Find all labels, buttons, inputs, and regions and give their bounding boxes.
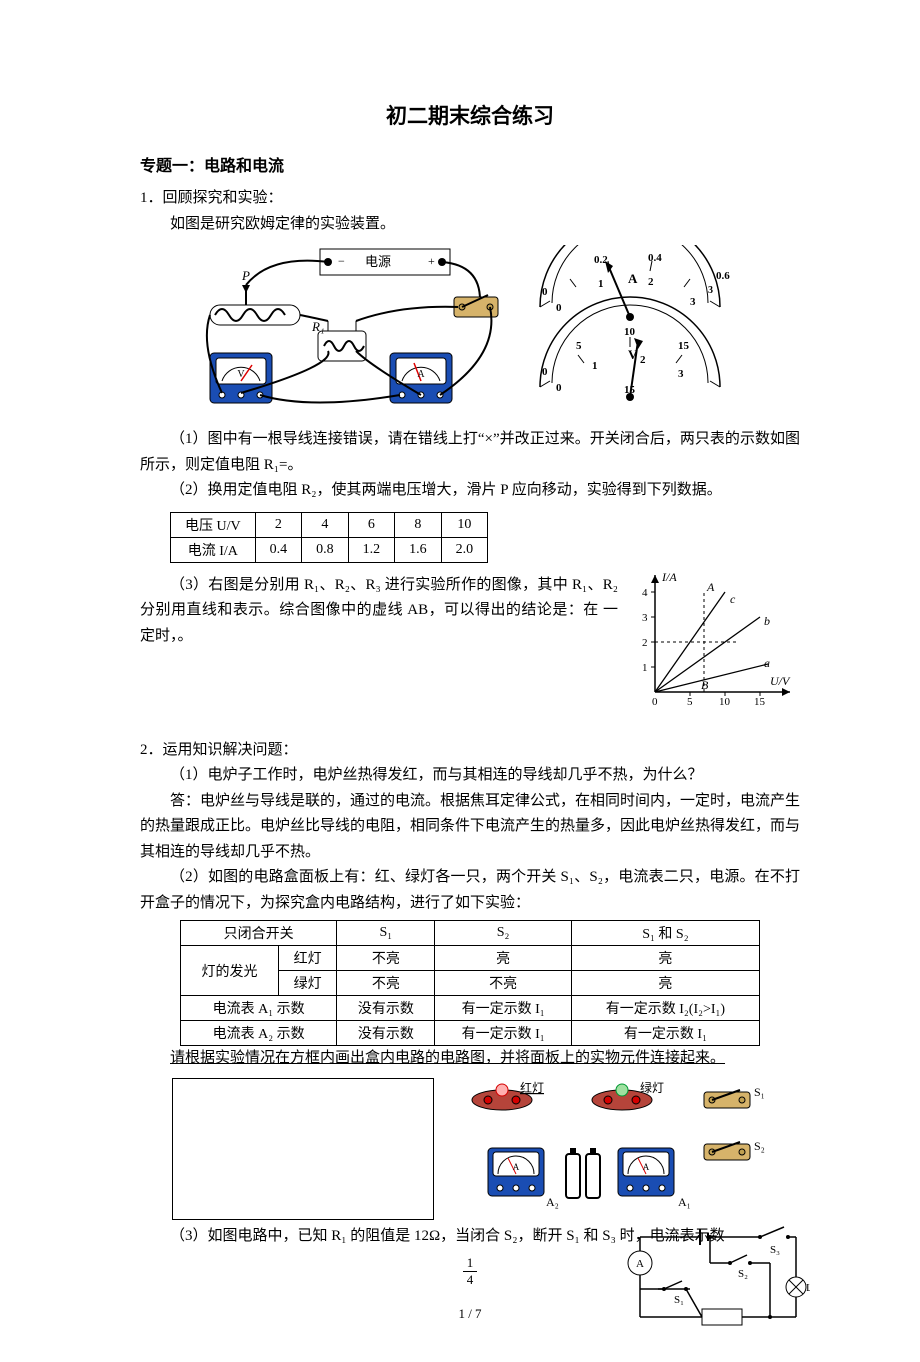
circuit-apparatus-svg: − 电源 + P R₁ bbox=[200, 245, 500, 415]
svg-text:15: 15 bbox=[754, 696, 766, 708]
components-panel: 红灯 绿灯 S₁ bbox=[458, 1078, 768, 1218]
svg-text:a: a bbox=[764, 656, 770, 670]
svg-text:S₃: S₃ bbox=[770, 1244, 780, 1256]
q2-2-instr: 请根据实验情况在方框内画出盒内电路的电路图，并将面板上的实物元件连接起来。 bbox=[140, 1046, 800, 1072]
iv-graph: 0 5 10 15 1 2 3 4 I/A U/V c b a bbox=[630, 567, 800, 722]
q1-stem: 1．回顾探究和实验： bbox=[140, 186, 800, 212]
bottom-circuit: A S₁ S₂ S₃ R₁ L bbox=[620, 1217, 810, 1332]
section-heading: 专题一：电路和电流 bbox=[140, 152, 800, 176]
svg-text:A: A bbox=[417, 369, 425, 380]
R1-label: R₁ bbox=[311, 319, 324, 334]
q1-2: （2）换用定值电阻 R₂，使其两端电压增大，滑片 P 应向移动，实验得到下列数据… bbox=[140, 478, 800, 504]
svg-text:1: 1 bbox=[598, 278, 604, 290]
svg-text:0.4: 0.4 bbox=[648, 252, 662, 264]
svg-text:A: A bbox=[628, 271, 638, 286]
svg-text:R₁: R₁ bbox=[717, 1326, 729, 1327]
svg-text:0.6 3: 0.6 3 bbox=[426, 407, 441, 415]
svg-text:S₂: S₂ bbox=[754, 1139, 765, 1153]
power-label: 电源 bbox=[365, 254, 391, 269]
svg-text:S₁: S₁ bbox=[754, 1085, 765, 1099]
minus-label: − bbox=[338, 254, 345, 268]
q2-stem: 2．运用知识解决问题： bbox=[140, 738, 800, 764]
table-row: 电流 I/A 0.4 0.8 1.2 1.6 2.0 bbox=[171, 537, 488, 562]
svg-text:3: 3 bbox=[690, 296, 696, 308]
svg-text:5: 5 bbox=[687, 696, 693, 708]
svg-text:c: c bbox=[730, 592, 736, 606]
svg-text:V: V bbox=[237, 369, 245, 380]
circuit-drawing-box bbox=[172, 1078, 434, 1220]
q1-line2: 如图是研究欧姆定律的实验装置。 bbox=[140, 212, 800, 238]
svg-text:4: 4 bbox=[642, 587, 648, 599]
svg-text:A: A bbox=[706, 580, 715, 594]
svg-text:2: 2 bbox=[640, 354, 646, 366]
svg-text:5: 5 bbox=[576, 340, 582, 352]
row2-label: 电流 I/A bbox=[171, 537, 256, 562]
table-row: 灯的发光 红灯 不亮 亮 亮 bbox=[181, 946, 760, 971]
plus-label: + bbox=[428, 254, 435, 268]
svg-text:A: A bbox=[636, 1258, 644, 1270]
svg-text:0.6: 0.6 bbox=[716, 270, 730, 282]
svg-text:L: L bbox=[806, 1282, 810, 1294]
svg-text:1: 1 bbox=[642, 662, 648, 674]
q2-2: （2）如图的电路盒面板上有：红、绿灯各一只，两个开关 S₁、S₂，电流表二只，电… bbox=[140, 865, 800, 916]
svg-text:0: 0 bbox=[556, 302, 562, 314]
svg-text:1: 1 bbox=[592, 360, 598, 372]
row1-label: 电压 U/V bbox=[171, 512, 256, 537]
table-row: 电流表 A₂ 示数 没有示数 有一定示数 I₁ 有一定示数 I₁ bbox=[181, 1021, 760, 1046]
svg-text:b: b bbox=[764, 614, 770, 628]
svg-text:3: 3 bbox=[642, 612, 648, 624]
svg-text:2: 2 bbox=[648, 276, 654, 288]
svg-text:A₂: A₂ bbox=[546, 1195, 559, 1209]
svg-text:− 0.6 3: − 0.6 3 bbox=[392, 407, 412, 415]
svg-text:I/A: I/A bbox=[661, 570, 677, 584]
table-row: 只闭合开关 S₁ S₂ S₁ 和 S₂ bbox=[181, 921, 760, 946]
meter-dials-svg: 0 0.2 0.4 3 0 1 2 3 0.6 A bbox=[520, 245, 740, 405]
voltage-current-table: 电压 U/V 2 4 6 8 10 电流 I/A 0.4 0.8 1.2 1.6… bbox=[170, 512, 488, 563]
svg-text:U/V: U/V bbox=[770, 674, 791, 688]
svg-text:2: 2 bbox=[642, 637, 648, 649]
experiment-table: 只闭合开关 S₁ S₂ S₁ 和 S₂ 灯的发光 红灯 不亮 亮 亮 绿灯 不亮… bbox=[180, 920, 760, 1046]
svg-text:B: B bbox=[701, 678, 709, 692]
svg-text:10: 10 bbox=[719, 696, 731, 708]
svg-text:A₁: A₁ bbox=[678, 1195, 691, 1209]
table-row: 电压 U/V 2 4 6 8 10 bbox=[171, 512, 488, 537]
q1-1: （1）图中有一根导线连接错误，请在错线上打“×”并改正过来。开关闭合后，两只表的… bbox=[140, 427, 800, 478]
svg-text:绿灯: 绿灯 bbox=[640, 1080, 664, 1095]
svg-text:S₂: S₂ bbox=[738, 1268, 748, 1280]
table-row: 电流表 A₁ 示数 没有示数 有一定示数 I₁ 有一定示数 I₂(I₂>I₁) bbox=[181, 996, 760, 1021]
svg-text:A: A bbox=[513, 1162, 520, 1172]
svg-text:0: 0 bbox=[542, 286, 548, 298]
svg-text:S₁: S₁ bbox=[674, 1294, 684, 1306]
page-title: 初二期末综合练习 bbox=[140, 100, 800, 130]
svg-text:红灯: 红灯 bbox=[520, 1080, 544, 1095]
svg-text:0: 0 bbox=[542, 366, 548, 378]
apparatus-diagram: − 电源 + P R₁ bbox=[140, 245, 800, 415]
svg-text:3 15: 3 15 bbox=[248, 407, 261, 415]
svg-text:15: 15 bbox=[678, 340, 690, 352]
svg-text:A: A bbox=[643, 1162, 650, 1172]
q2-1-a: 答：电炉丝与导线是联的，通过的电流。根据焦耳定律公式，在相同时间内，一定时，电流… bbox=[140, 789, 800, 866]
svg-text:3: 3 bbox=[708, 285, 713, 296]
q2-1-q: （1）电炉子工作时，电炉丝热得发红，而与其相连的导线却几乎不热，为什么？ bbox=[140, 763, 800, 789]
svg-text:3: 3 bbox=[678, 368, 684, 380]
svg-text:0: 0 bbox=[556, 382, 562, 394]
svg-text:0: 0 bbox=[652, 696, 658, 708]
svg-text:10: 10 bbox=[624, 326, 636, 338]
svg-text:− 3 15: − 3 15 bbox=[214, 407, 232, 415]
